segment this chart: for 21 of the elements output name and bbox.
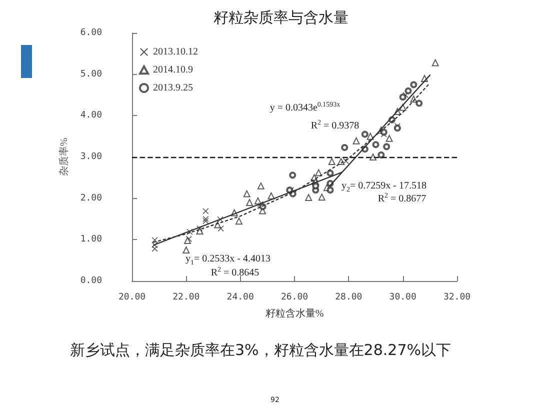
x-tick-label: 20.00 — [118, 292, 146, 302]
legend-label: 2013.9.25 — [153, 82, 193, 94]
y-tick-label: 2.00 — [80, 193, 102, 204]
x-tick-label: 32.00 — [443, 292, 471, 302]
x-axis-title: 籽粒含水量% — [265, 308, 324, 320]
legend-label: 2014.10.9 — [153, 64, 193, 76]
x-tick-label: 30.00 — [389, 292, 416, 302]
y-axis-title: 杂质率% — [58, 138, 70, 176]
y-tick-label: 5.00 — [80, 69, 102, 80]
x-tick-label: 26.00 — [280, 292, 308, 302]
legend-label: 2013.10.12 — [153, 46, 198, 58]
y-tick-label: 3.00 — [80, 152, 102, 162]
y-tick-label: 6.00 — [80, 28, 102, 38]
y-tick-label: 0.00 — [80, 276, 102, 286]
chart-title: 籽粒杂质率与含水量 — [214, 10, 348, 26]
x-tick-label: 28.00 — [335, 292, 362, 302]
x-tick-label: 22.00 — [172, 292, 200, 302]
y-tick-label: 4.00 — [80, 110, 102, 121]
y-tick-label: 1.00 — [80, 234, 102, 245]
text: 新乡试点，满足杂质率在3%，籽粒含水量在28.27%以下 — [70, 341, 451, 359]
x-tick-label: 24.00 — [226, 292, 254, 302]
